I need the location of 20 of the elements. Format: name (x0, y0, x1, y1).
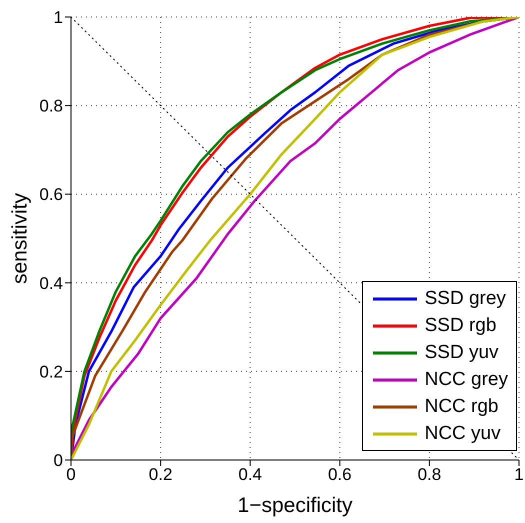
y-tick-label: 1 (54, 8, 63, 28)
y-axis-title: sensitivity (8, 192, 32, 284)
y-tick-label: 0.4 (39, 274, 63, 293)
x-tick-label: 0.6 (328, 465, 352, 484)
x-tick-label: 0.8 (418, 465, 442, 484)
x-tick-label: 1 (514, 465, 524, 484)
y-tick-label: 0.8 (39, 96, 63, 116)
y-tick-label: 0 (54, 451, 63, 470)
x-tick-label: 0.4 (238, 465, 262, 484)
legend-label: SSD grey (424, 288, 506, 310)
y-tick-label: 0.2 (39, 362, 63, 382)
legend-label: SSD rgb (424, 314, 496, 336)
x-tick-label: 0.2 (148, 465, 172, 484)
y-tick-label: 0.6 (39, 185, 63, 204)
x-tick-label: 0 (66, 465, 76, 484)
legend-label: NCC rgb (424, 396, 498, 418)
legend-label: SSD yuv (424, 342, 499, 364)
legend-label: NCC grey (424, 368, 508, 390)
x-axis-title: 1−specificity (238, 494, 353, 517)
legend-label: NCC yuv (424, 422, 501, 444)
